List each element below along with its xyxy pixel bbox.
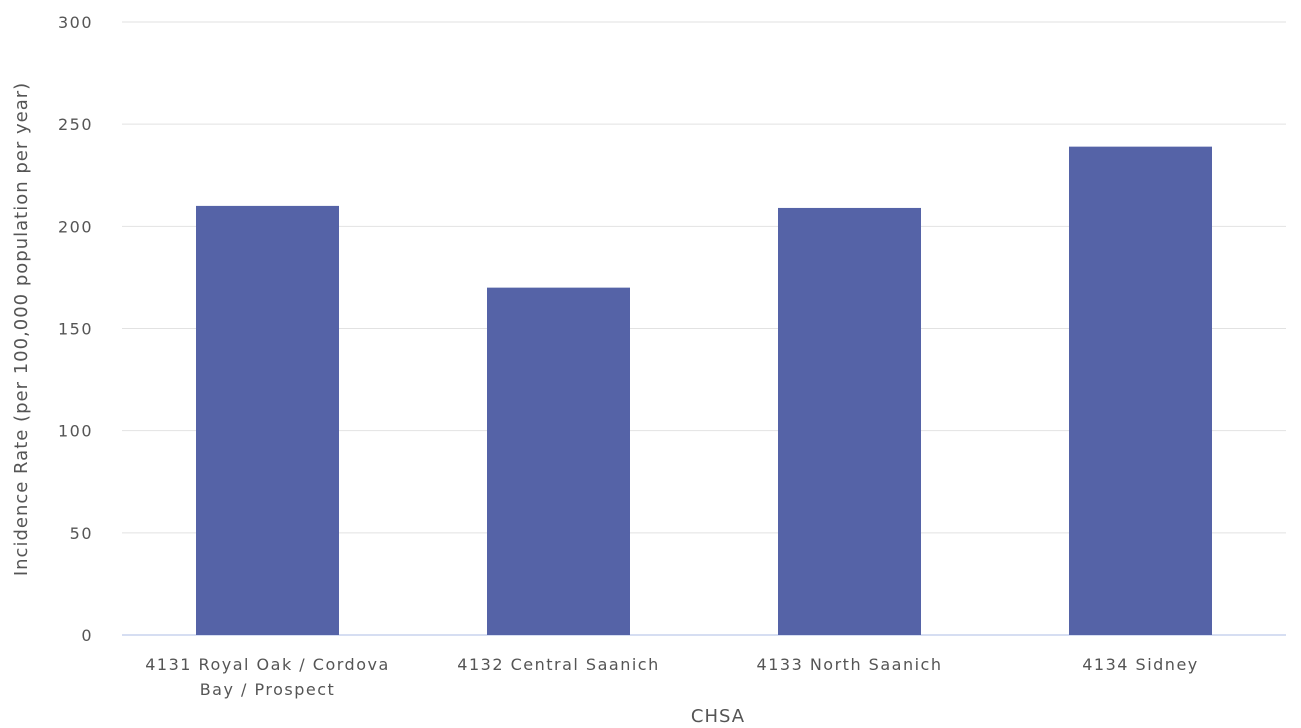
x-tick-label-line: 4131 Royal Oak / Cordova — [145, 655, 390, 674]
bar[interactable] — [778, 207, 921, 635]
bars — [196, 146, 1212, 636]
y-axis-ticks: 0 50 100 150 200 250 300 — [58, 13, 93, 645]
x-tick-label-line: 4132 Central Saanich — [457, 655, 659, 674]
x-tick-label-line: 4134 Sidney — [1082, 655, 1199, 674]
y-tick-label: 150 — [58, 320, 93, 339]
x-tick-label: 4134 Sidney — [1082, 655, 1199, 674]
x-tick-label-line: Bay / Prospect — [200, 680, 336, 699]
x-tick-label: 4133 North Saanich — [757, 655, 943, 674]
x-tick-label-line: 4133 North Saanich — [757, 655, 943, 674]
y-tick-label: 300 — [58, 13, 93, 32]
bar[interactable] — [196, 205, 339, 635]
x-tick-label: 4131 Royal Oak / Cordova Bay / Prospect — [145, 655, 390, 699]
y-tick-label: 0 — [81, 626, 93, 645]
y-axis-title: Incidence Rate (per 100,000 population p… — [11, 82, 32, 576]
x-axis-title: CHSA — [691, 706, 745, 727]
y-tick-label: 200 — [58, 217, 93, 236]
x-axis-ticks: 4131 Royal Oak / Cordova Bay / Prospect41… — [145, 655, 1199, 699]
y-tick-label: 100 — [58, 422, 93, 441]
y-tick-label: 50 — [70, 524, 93, 543]
bar[interactable] — [487, 287, 630, 635]
bar[interactable] — [1069, 146, 1212, 636]
x-tick-label: 4132 Central Saanich — [457, 655, 659, 674]
y-tick-label: 250 — [58, 115, 93, 134]
